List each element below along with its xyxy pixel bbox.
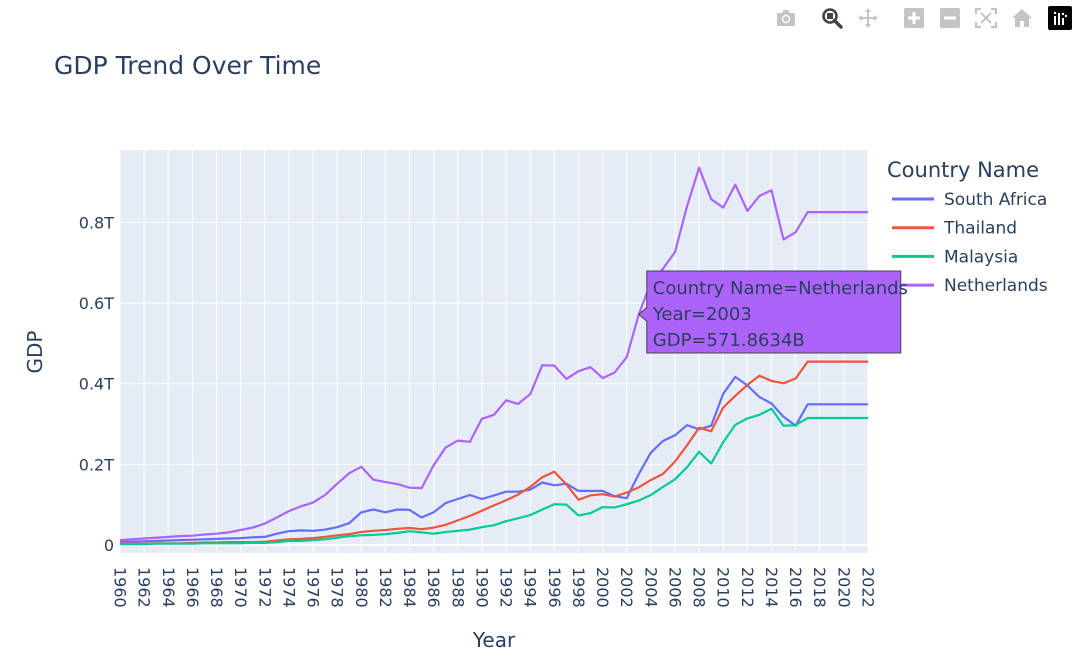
x-tick-label: 2012: [738, 567, 757, 608]
zoom-icon: [822, 8, 843, 29]
plotly-logo-icon: [1053, 11, 1068, 25]
y-axis-ticks: 0 0.2T 0.4T 0.6T 0.8T: [79, 214, 114, 555]
y-tick-label: 0.2T: [79, 455, 114, 474]
download-plot-button[interactable]: [774, 6, 798, 30]
x-tick-label: 2018: [810, 567, 829, 608]
x-tick-label: 2010: [714, 567, 733, 608]
series-layer: [119, 166, 868, 546]
series-line-south-africa[interactable]: [120, 375, 868, 543]
x-tick-label: 2002: [617, 567, 636, 608]
x-tick-label: 2006: [665, 567, 684, 608]
y-tick-label: 0.6T: [79, 294, 114, 313]
x-tick-label: 2008: [690, 567, 709, 608]
legend-label: Malaysia: [944, 247, 1018, 267]
y-tick-label: 0.4T: [79, 375, 114, 394]
x-tick-label: 2022: [859, 567, 878, 608]
x-tick-label: 1994: [521, 567, 540, 608]
modebar: [762, 4, 1072, 32]
x-tick-label: 1968: [207, 567, 226, 608]
x-tick-label: 1988: [448, 567, 467, 608]
legend-label: Netherlands: [944, 276, 1048, 296]
pan-button[interactable]: [856, 6, 880, 30]
plotly-logo[interactable]: [1048, 6, 1072, 30]
legend-item-thailand[interactable]: Thailand: [892, 219, 1017, 239]
x-tick-label: 2000: [593, 567, 612, 608]
legend: Country Name South Africa Thailand Malaysi…: [887, 158, 1048, 296]
x-tick-label: 2014: [762, 567, 781, 608]
x-axis-ticks: 1960 1962 1964 1966 1968 1970 1972 1974 1976 1978…: [111, 567, 878, 608]
pan-icon: [858, 8, 878, 28]
zoom-button[interactable]: [820, 6, 844, 30]
legend-item-south-africa[interactable]: South Africa: [892, 190, 1047, 210]
series-line-netherlands[interactable]: [119, 166, 868, 542]
hover-text-line: Year=2003: [652, 304, 752, 325]
x-tick-label: 1962: [135, 567, 154, 608]
chart-title: GDP Trend Over Time: [54, 51, 321, 80]
x-tick-label: 1992: [497, 567, 516, 608]
autoscale-icon: [974, 7, 998, 29]
zoom-in-icon: [904, 8, 924, 28]
x-tick-label: 1964: [159, 567, 178, 608]
legend-title: Country Name: [887, 158, 1039, 182]
x-tick-label: 1996: [545, 567, 564, 608]
x-tick-label: 1974: [279, 567, 298, 608]
y-tick-label: 0.8T: [79, 214, 114, 233]
zoom-out-button[interactable]: [938, 6, 962, 30]
reset-axes-button[interactable]: [1010, 6, 1034, 30]
x-axis-title: Year: [472, 628, 516, 652]
hover-text-line: Country Name=Netherlands: [653, 278, 908, 299]
legend-item-malaysia[interactable]: Malaysia: [892, 247, 1018, 267]
x-tick-label: 1960: [111, 567, 130, 608]
x-tick-label: 2016: [786, 567, 805, 608]
autoscale-button[interactable]: [974, 6, 998, 30]
x-tick-label: 1976: [304, 567, 323, 608]
series-line-malaysia[interactable]: [120, 407, 868, 546]
x-tick-label: 1984: [400, 567, 419, 608]
hover-text-line: GDP=571.8634B: [653, 330, 805, 351]
x-tick-label: 1986: [424, 567, 443, 608]
y-axis-title: GDP: [23, 331, 47, 374]
legend-label: Thailand: [943, 219, 1017, 239]
legend-item-netherlands[interactable]: Netherlands: [892, 276, 1048, 296]
x-tick-label: 1978: [328, 567, 347, 608]
zoom-in-button[interactable]: [902, 6, 926, 30]
y-tick-label: 0: [104, 536, 114, 555]
x-tick-label: 1990: [472, 567, 491, 608]
x-tick-label: 1982: [376, 567, 395, 608]
x-tick-label: 1980: [352, 567, 371, 608]
hover-box: [638, 270, 902, 354]
hover-tooltip: Country Name=Netherlands Year=2003 GDP=571…: [638, 270, 908, 354]
legend-label: South Africa: [944, 190, 1047, 210]
x-tick-label: 1970: [231, 567, 250, 608]
x-tick-label: 1998: [569, 567, 588, 608]
zoom-out-icon: [940, 8, 960, 28]
camera-icon: [777, 10, 795, 26]
x-tick-label: 2020: [834, 567, 853, 608]
x-tick-label: 1972: [255, 567, 274, 608]
x-tick-label: 1966: [183, 567, 202, 608]
home-icon: [1012, 9, 1032, 27]
x-tick-label: 2004: [641, 567, 660, 608]
